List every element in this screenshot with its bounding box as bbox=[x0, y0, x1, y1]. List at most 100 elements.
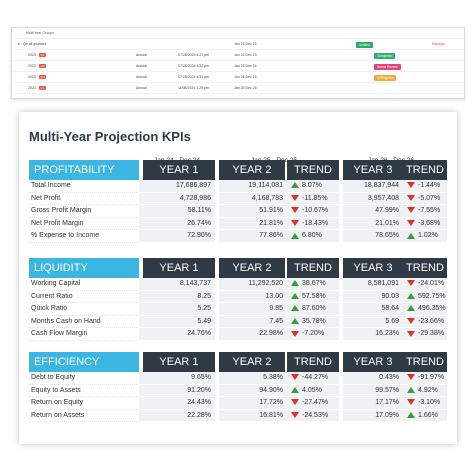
kpi-row: Net Profit Margin 26.74% 21.81% -18.43% … bbox=[29, 217, 447, 231]
trend3-value: -23.66% bbox=[418, 317, 445, 325]
group-row[interactable]: ▾ ◦ Qtr all quarters Jan 23 Dec 24 Untit… bbox=[12, 39, 464, 50]
trend2-value: -7.20% bbox=[302, 330, 325, 338]
kpi-row: Months Cash on Hand 5.49 7.45 35.78% 5.6… bbox=[29, 315, 447, 329]
trend3-value: 4.92% bbox=[418, 386, 438, 394]
year2-value: 19,114,081 bbox=[219, 180, 287, 193]
trend2-cell: -11.85% bbox=[287, 192, 339, 206]
kpi-label: Current Ratio bbox=[29, 291, 139, 304]
year1-header: YEAR 1 bbox=[143, 160, 215, 180]
trend-down-icon bbox=[291, 194, 299, 201]
kpi-row: Net Profit 4,728,986 4,168,783 -11.85% 3… bbox=[29, 192, 447, 206]
year1-value: 24.76% bbox=[139, 328, 215, 341]
year1-value: 4,728,986 bbox=[139, 192, 215, 206]
year2-value: 13.00 bbox=[219, 290, 287, 304]
year2-value: 21.81% bbox=[219, 217, 287, 231]
trend-up-icon bbox=[407, 411, 415, 418]
item-year: 2023 bbox=[28, 64, 36, 68]
trend3-cell: -3.10% bbox=[403, 397, 447, 410]
item-quarter-tag: Q4 bbox=[39, 86, 47, 90]
trend3-cell: -1.44% bbox=[403, 180, 447, 193]
year1-value: 91.20% bbox=[139, 384, 215, 398]
trend2-cell: -27.47% bbox=[287, 397, 339, 410]
year2-value: 7.45 bbox=[219, 315, 287, 329]
section-title: EFFICIENCY bbox=[29, 352, 139, 372]
item-status-badge: Needs Review bbox=[374, 64, 401, 70]
trend2-header: TREND bbox=[287, 258, 339, 278]
group-item-row[interactable]: 2023 Q4 Annual 11/08/2024 1:29 pm Jan 25 Dec… bbox=[12, 83, 464, 94]
year1-value: 17,686,897 bbox=[139, 180, 215, 193]
kpi-row: Debt to Equity 9.65% 5.38% -44.27% 0.43%… bbox=[29, 372, 447, 385]
trend3-value: -1.44% bbox=[418, 182, 441, 189]
trend3-value: 1.02% bbox=[418, 232, 438, 240]
trend3-cell: -5.07% bbox=[403, 192, 447, 206]
trend-down-icon bbox=[407, 280, 415, 287]
year1-value: 24.43% bbox=[139, 397, 215, 410]
year1-value: 22.28% bbox=[139, 409, 215, 423]
kpi-row: % Expense to Income 72.90% 77.86% 6.80% … bbox=[29, 230, 447, 243]
trend2-cell: 35.78% bbox=[287, 315, 339, 329]
page-title: Multi-Year Projection KPIs bbox=[29, 129, 191, 144]
trend2-cell: -18.43% bbox=[287, 217, 339, 231]
trend3-cell: -29.38% bbox=[403, 328, 447, 341]
trend-down-icon bbox=[407, 207, 415, 214]
projection-groups-panel: Multi Year Groups ▾ ◦ Qtr all quarters J… bbox=[11, 27, 465, 99]
group-name[interactable]: ▾ ◦ Qtr all quarters bbox=[18, 42, 47, 46]
trend3-value: 1.66% bbox=[418, 411, 438, 419]
trend3-value: -7.55% bbox=[418, 207, 441, 215]
item-range: Jan 23 Dec 24 bbox=[234, 64, 257, 68]
trend3-cell: 496.35% bbox=[403, 303, 447, 316]
trend2-cell: 6.80% bbox=[287, 230, 339, 243]
year1-value: 5.25 bbox=[139, 303, 215, 316]
trend-up-icon bbox=[291, 317, 299, 324]
kpi-label: Return on Assets bbox=[29, 410, 139, 423]
item-quarter-tag: Q3 bbox=[39, 75, 47, 79]
year3-value: 18,837,944 bbox=[343, 180, 403, 193]
trend-down-icon bbox=[291, 399, 299, 406]
item-range: Jan 25 Dec 25 bbox=[234, 86, 257, 90]
item-status-badge: In Progress bbox=[374, 75, 397, 81]
section-title: PROFITABILITY bbox=[29, 160, 139, 180]
year2-value: 94.90% bbox=[219, 384, 287, 398]
trend2-cell: 57.58% bbox=[287, 290, 339, 304]
group-date: Jan 23 Dec 24 bbox=[234, 42, 257, 46]
trend3-value: -24.01% bbox=[418, 280, 445, 287]
kpi-label: Months Cash on Hand bbox=[29, 316, 139, 329]
trend2-value: 35.78% bbox=[302, 317, 326, 325]
trend3-value: 496.35% bbox=[418, 305, 446, 313]
kpi-row: Cash Flow Margin 24.76% 22.98% -7.20% 16… bbox=[29, 328, 447, 341]
trend2-cell: 38.67% bbox=[287, 278, 339, 291]
group-item-row[interactable]: 2023 Q3 Annual 07/28/2024 4:31 pm Jan 24 Dec… bbox=[12, 72, 464, 83]
item-type: Annual bbox=[136, 64, 147, 68]
trend-down-icon bbox=[291, 207, 299, 214]
groups-header: Multi Year Groups bbox=[12, 28, 464, 39]
year1-value: 8.25 bbox=[139, 290, 215, 304]
trend2-value: -18.43% bbox=[302, 219, 329, 227]
trend3-value: -5.07% bbox=[418, 194, 441, 202]
trend3-header: TREND bbox=[403, 160, 447, 180]
trend3-value: -91.97% bbox=[418, 374, 445, 381]
kpi-section-liquidity: LIQUIDITY YEAR 1 YEAR 2 TREND YEAR 3 TRE… bbox=[29, 258, 447, 341]
item-type: Annual bbox=[136, 53, 147, 57]
group-item-row[interactable]: 2023 Q1 Annual 07/28/2024 4:27 pm Jan 23 Dec… bbox=[12, 50, 464, 61]
trend3-cell: -7.55% bbox=[403, 205, 447, 218]
kpi-label: Gross Profit Margin bbox=[29, 205, 139, 218]
kpi-label: Quick Ratio bbox=[29, 303, 139, 316]
trend3-cell: -23.66% bbox=[403, 315, 447, 329]
trend2-value: -11.85% bbox=[302, 194, 328, 202]
trend-up-icon bbox=[291, 280, 299, 287]
year2-value: 9.85 bbox=[219, 303, 287, 316]
trend-up-icon bbox=[407, 305, 415, 312]
item-status-badge: Completed bbox=[374, 53, 396, 59]
trend2-value: -27.47% bbox=[302, 399, 329, 407]
trend2-value: 87.60% bbox=[302, 305, 326, 313]
year3-header: YEAR 3 bbox=[343, 258, 403, 278]
year2-header: YEAR 2 bbox=[219, 352, 285, 372]
manage-link[interactable]: Manage bbox=[432, 42, 445, 46]
trend3-cell: 1.66% bbox=[403, 409, 447, 423]
trend-up-icon bbox=[407, 232, 415, 239]
trend2-value: -24.53% bbox=[302, 411, 329, 419]
trend2-cell: -44.27% bbox=[287, 372, 339, 385]
trend2-cell: -24.53% bbox=[287, 409, 339, 423]
trend2-cell: 87.60% bbox=[287, 303, 339, 316]
group-item-row[interactable]: 2023 Q2 Annual 07/28/2024 4:32 pm Jan 23 Dec… bbox=[12, 61, 464, 72]
